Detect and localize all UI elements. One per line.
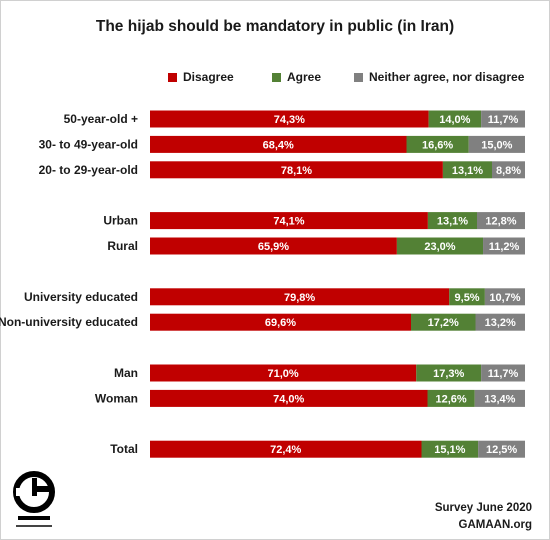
- legend-swatch-neither: [354, 72, 363, 82]
- data-label-disagree-man: 71,0%: [268, 368, 299, 380]
- legend-item-disagree: Disagree: [168, 70, 234, 84]
- data-label-neither-agree-nor-disagree-rural: 11,2%: [489, 241, 520, 253]
- bar-neither-agree-nor-disagree-non-university-educated: [475, 313, 525, 331]
- legend-item-neither: Neither agree, nor disagree: [354, 70, 524, 84]
- category-label-man: Man: [114, 366, 138, 380]
- chart-title: The hijab should be mandatory in public …: [95, 18, 455, 35]
- category-label-50-year-old: 50-year-old +: [64, 112, 138, 126]
- legend-swatch-agree: [272, 72, 281, 82]
- data-label-disagree-university-educated: 79,8%: [284, 292, 315, 304]
- data-label-neither-agree-nor-disagree-man: 11,7%: [488, 368, 519, 380]
- data-label-disagree-woman: 74,0%: [273, 393, 304, 405]
- chart-legend: Disagree Agree Neither agree, nor disagr…: [0, 70, 550, 86]
- data-label-neither-agree-nor-disagree-total: 12,5%: [486, 444, 517, 456]
- category-label-total: Total: [110, 442, 138, 456]
- bar-agree-20-to-29-year-old: [442, 161, 493, 179]
- gamaan-logo-icon: [10, 470, 58, 532]
- data-label-neither-agree-nor-disagree-non-university-educated: 13,2%: [485, 317, 516, 329]
- category-label-non-university-educated: Non-university educated: [0, 315, 138, 329]
- source-text: Survey June 2020: [434, 502, 532, 514]
- bar-agree-non-university-educated: [411, 313, 476, 331]
- category-label-university-educated: University educated: [24, 290, 138, 304]
- data-label-agree-total: 15,1%: [434, 444, 465, 456]
- bar-agree-woman: [427, 389, 475, 407]
- category-label-urban: Urban: [103, 214, 138, 228]
- bar-agree-rural: [396, 237, 484, 255]
- data-label-neither-agree-nor-disagree-urban: 12,8%: [485, 216, 516, 228]
- site-text: GAMAAN.org: [458, 519, 532, 531]
- data-label-neither-agree-nor-disagree-20-to-29-year-old: 8,8%: [496, 165, 521, 177]
- bar-disagree-non-university-educated: [150, 313, 411, 331]
- bar-disagree-20-to-29-year-old: [150, 161, 443, 179]
- data-label-agree-50-year-old: 14,0%: [439, 114, 470, 126]
- data-label-neither-agree-nor-disagree-50-year-old: 11,7%: [488, 114, 519, 126]
- data-label-agree-urban: 13,1%: [437, 216, 468, 228]
- data-label-neither-agree-nor-disagree-university-educated: 10,7%: [489, 292, 520, 304]
- data-label-disagree-non-university-educated: 69,6%: [265, 317, 296, 329]
- bar-agree-total: [421, 440, 479, 458]
- bar-agree-university-educated: [449, 288, 485, 306]
- bar-neither-agree-nor-disagree-urban: [477, 212, 525, 230]
- category-label-20-to-29-year-old: 20- to 29-year-old: [39, 163, 138, 177]
- legend-item-agree: Agree: [272, 70, 321, 84]
- data-label-neither-agree-nor-disagree-woman: 13,4%: [484, 393, 515, 405]
- data-label-disagree-rural: 65,9%: [258, 241, 289, 253]
- bar-disagree-woman: [150, 389, 428, 407]
- bar-neither-agree-nor-disagree-university-educated: [484, 288, 525, 306]
- bar-disagree-rural: [150, 237, 397, 255]
- legend-label-neither: Neither agree, nor disagree: [369, 70, 525, 84]
- bar-disagree-50-year-old: [150, 110, 429, 128]
- data-label-disagree-20-to-29-year-old: 78,1%: [281, 165, 312, 177]
- bar-neither-agree-nor-disagree-50-year-old: [481, 110, 526, 128]
- legend-label-agree: Agree: [287, 70, 322, 84]
- data-label-agree-rural: 23,0%: [424, 241, 455, 253]
- data-label-agree-woman: 12,6%: [436, 393, 467, 405]
- legend-label-disagree: Disagree: [183, 70, 234, 84]
- data-label-agree-university-educated: 9,5%: [455, 292, 480, 304]
- data-label-disagree-50-year-old: 74,3%: [274, 114, 305, 126]
- bar-agree-man: [416, 364, 482, 382]
- bar-agree-50-year-old: [428, 110, 482, 128]
- data-label-disagree-urban: 74,1%: [273, 216, 304, 228]
- bar-disagree-30-to-49-year-old: [150, 135, 407, 153]
- bar-neither-agree-nor-disagree-30-to-49-year-old: [468, 135, 525, 153]
- bar-neither-agree-nor-disagree-woman: [474, 389, 525, 407]
- data-label-agree-non-university-educated: 17,2%: [428, 317, 459, 329]
- bar-disagree-total: [150, 440, 422, 458]
- bar-neither-agree-nor-disagree-man: [481, 364, 526, 382]
- category-label-woman: Woman: [95, 391, 138, 405]
- bar-agree-30-to-49-year-old: [406, 135, 469, 153]
- stacked-bar-chart: 50-year-old + 74,3% 14,0% 11,7% 30- to 49-ye…: [0, 110, 526, 458]
- bar-neither-agree-nor-disagree-20-to-29-year-old: [492, 161, 525, 179]
- data-label-neither-agree-nor-disagree-30-to-49-year-old: 15,0%: [481, 139, 512, 151]
- data-label-agree-30-to-49-year-old: 16,6%: [422, 139, 453, 151]
- bar-disagree-university-educated: [150, 288, 450, 306]
- category-label-rural: Rural: [107, 239, 138, 253]
- bar-disagree-man: [150, 364, 417, 382]
- bar-agree-urban: [427, 212, 478, 230]
- data-label-agree-20-to-29-year-old: 13,1%: [452, 165, 483, 177]
- category-label-30-to-49-year-old: 30- to 49-year-old: [39, 137, 138, 151]
- bar-neither-agree-nor-disagree-rural: [483, 237, 525, 255]
- bar-disagree-urban: [150, 212, 428, 230]
- bar-neither-agree-nor-disagree-total: [478, 440, 526, 458]
- data-label-disagree-total: 72,4%: [270, 444, 301, 456]
- data-label-agree-man: 17,3%: [433, 368, 464, 380]
- data-label-disagree-30-to-49-year-old: 68,4%: [263, 139, 294, 151]
- legend-swatch-disagree: [168, 72, 177, 82]
